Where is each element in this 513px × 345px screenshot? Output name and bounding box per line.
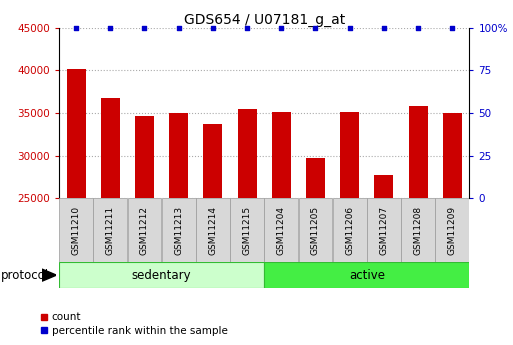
Point: [380, 25, 388, 30]
Bar: [306, 158, 325, 345]
Text: GSM11210: GSM11210: [72, 206, 81, 255]
Bar: [401, 198, 435, 262]
Point: [106, 25, 114, 30]
Text: GSM11205: GSM11205: [311, 206, 320, 255]
Bar: [135, 116, 154, 345]
Text: GSM11214: GSM11214: [208, 206, 218, 255]
Point: [243, 25, 251, 30]
Point: [346, 25, 354, 30]
Point: [277, 25, 285, 30]
Bar: [101, 98, 120, 345]
Text: GSM11207: GSM11207: [380, 206, 388, 255]
Bar: [238, 109, 256, 345]
Text: GSM11213: GSM11213: [174, 206, 183, 255]
Text: sedentary: sedentary: [132, 269, 191, 282]
Bar: [272, 112, 291, 345]
Bar: [162, 198, 195, 262]
Bar: [67, 69, 86, 345]
Bar: [333, 198, 367, 262]
Bar: [264, 262, 469, 288]
Title: GDS654 / U07181_g_at: GDS654 / U07181_g_at: [184, 12, 345, 27]
Bar: [299, 198, 332, 262]
Bar: [59, 198, 93, 262]
Bar: [367, 198, 401, 262]
Bar: [59, 262, 264, 288]
Point: [448, 25, 457, 30]
Bar: [443, 113, 462, 345]
Text: active: active: [349, 269, 385, 282]
Text: GSM11204: GSM11204: [277, 206, 286, 255]
Text: GSM11211: GSM11211: [106, 206, 115, 255]
Bar: [340, 112, 359, 345]
Bar: [169, 113, 188, 345]
Bar: [230, 198, 264, 262]
Text: GSM11208: GSM11208: [413, 206, 423, 255]
Polygon shape: [42, 269, 56, 281]
Point: [414, 25, 422, 30]
Legend: count, percentile rank within the sample: count, percentile rank within the sample: [36, 308, 232, 340]
Point: [72, 25, 80, 30]
Bar: [264, 198, 298, 262]
Text: GSM11206: GSM11206: [345, 206, 354, 255]
Text: GSM11209: GSM11209: [448, 206, 457, 255]
Bar: [196, 198, 230, 262]
Bar: [436, 198, 469, 262]
Point: [311, 25, 320, 30]
Bar: [374, 175, 393, 345]
Point: [141, 25, 149, 30]
Bar: [93, 198, 127, 262]
Point: [174, 25, 183, 30]
Bar: [204, 124, 222, 345]
Point: [209, 25, 217, 30]
Text: GSM11212: GSM11212: [140, 206, 149, 255]
Text: protocol: protocol: [1, 269, 49, 282]
Bar: [128, 198, 162, 262]
Text: GSM11215: GSM11215: [243, 206, 251, 255]
Bar: [409, 106, 427, 345]
